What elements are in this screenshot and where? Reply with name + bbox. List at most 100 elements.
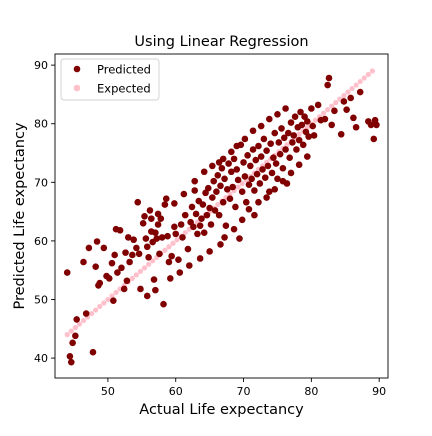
predicted-point: [219, 155, 227, 163]
predicted-point: [287, 169, 295, 177]
predicted-point: [295, 136, 303, 144]
predicted-point: [209, 194, 216, 201]
predicted-point: [198, 215, 205, 222]
legend-expected-marker: [73, 84, 81, 92]
predicted-point: [274, 175, 281, 183]
predicted-point: [291, 113, 299, 120]
predicted-point: [331, 107, 338, 115]
predicted-point: [238, 188, 246, 195]
predicted-point: [180, 190, 188, 198]
expected-point: [325, 107, 331, 113]
expected-point: [141, 265, 148, 271]
predicted-point: [287, 119, 295, 126]
predicted-point: [213, 188, 220, 195]
predicted-point: [350, 114, 357, 122]
predicted-point: [343, 106, 350, 113]
predicted-point: [214, 171, 222, 179]
predicted-point: [176, 269, 184, 276]
predicted-point: [103, 272, 110, 280]
expected-point: [329, 103, 335, 109]
predicted-point: [279, 177, 287, 185]
predicted-point: [85, 244, 93, 252]
predicted-point: [234, 176, 242, 184]
predicted-point: [290, 132, 298, 139]
predicted-point: [158, 234, 166, 241]
predicted-point: [175, 256, 182, 263]
predicted-point: [261, 174, 269, 181]
predicted-point: [238, 216, 246, 224]
predicted-point: [92, 263, 99, 270]
predicted-point: [152, 286, 159, 294]
predicted-point: [257, 153, 265, 160]
expected-point: [166, 244, 172, 250]
predicted-point: [293, 146, 300, 153]
predicted-point: [245, 205, 253, 213]
expected-point: [68, 328, 74, 334]
predicted-point: [278, 125, 285, 132]
predicted-point: [181, 211, 189, 219]
predicted-point: [373, 121, 380, 129]
expected-point: [361, 75, 367, 81]
predicted-point: [337, 130, 345, 138]
predicted-point: [145, 254, 152, 261]
predicted-point: [222, 222, 230, 229]
expected-point: [341, 93, 347, 99]
predicted-point: [165, 258, 173, 266]
predicted-point: [286, 154, 293, 161]
predicted-point: [137, 285, 144, 293]
x-axis-ticks: 50 60 70 80 90: [101, 378, 386, 398]
predicted-point: [232, 203, 239, 211]
predicted-point: [225, 160, 232, 167]
predicted-point: [67, 358, 75, 366]
predicted-point: [209, 162, 216, 170]
predicted-point: [72, 332, 79, 340]
predicted-point: [247, 162, 254, 170]
predicted-point: [123, 277, 131, 285]
predicted-point: [248, 175, 255, 183]
expected-point: [137, 268, 144, 274]
predicted-point: [204, 184, 212, 192]
predicted-point: [257, 122, 265, 130]
x-tick-label: 50: [101, 385, 115, 398]
predicted-point: [303, 153, 311, 160]
predicted-point: [191, 177, 199, 185]
predicted-point: [177, 221, 185, 228]
predicted-point: [69, 339, 76, 347]
predicted-point: [297, 108, 304, 116]
expected-point: [150, 258, 156, 264]
expected-point: [105, 296, 111, 303]
predicted-point: [260, 135, 268, 143]
predicted-point: [188, 203, 196, 211]
predicted-point: [264, 162, 272, 170]
predicted-point: [279, 164, 287, 172]
expected-point: [170, 240, 176, 246]
plot-frame: [54, 53, 389, 379]
predicted-point: [196, 222, 204, 229]
predicted-point: [89, 348, 97, 356]
predicted-point: [171, 223, 178, 231]
predicted-point: [256, 180, 264, 187]
predicted-point: [143, 243, 151, 251]
predicted-point: [156, 250, 163, 258]
y-tick-label: 50: [34, 293, 48, 306]
predicted-point: [219, 198, 227, 206]
predicted-point: [135, 250, 143, 258]
predicted-point: [130, 236, 137, 244]
legend-predicted-marker: [73, 65, 81, 73]
expected-point: [235, 184, 241, 190]
predicted-point: [236, 235, 243, 242]
predicted-point: [154, 221, 162, 228]
predicted-point: [167, 275, 174, 282]
predicted-point: [206, 204, 213, 212]
predicted-point: [251, 187, 258, 194]
predicted-point: [122, 249, 129, 256]
predicted-point: [194, 230, 201, 238]
predicted-point: [340, 98, 348, 105]
x-tick-label: 70: [237, 385, 251, 398]
predicted-point: [150, 276, 158, 283]
predicted-point: [241, 173, 249, 180]
predicted-point: [266, 115, 273, 123]
predicted-point: [241, 135, 249, 143]
expected-point: [162, 247, 168, 253]
